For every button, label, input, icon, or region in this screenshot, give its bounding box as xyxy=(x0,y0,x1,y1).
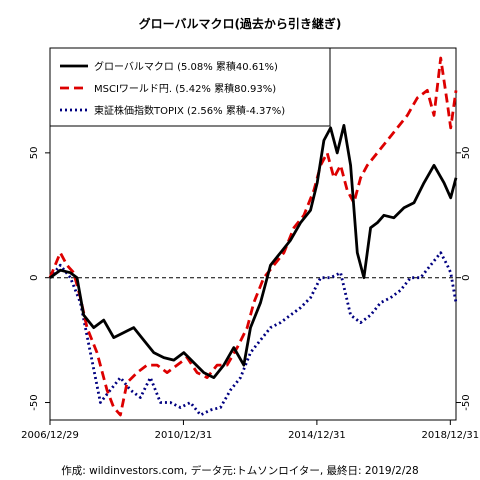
y-tick-label-left: -50 xyxy=(29,394,40,410)
plot-layer xyxy=(48,56,458,417)
x-tick-label: 2010/12/31 xyxy=(155,430,213,441)
y-tick-label-right: 50 xyxy=(461,146,472,159)
y-tick-label-right: -50 xyxy=(461,394,472,410)
series-line-0 xyxy=(49,124,458,380)
legend-label-2: 東証株価指数TOPIX (2.56% 累積-4.37%) xyxy=(94,104,285,117)
legend-box xyxy=(49,47,331,127)
legend-label-1: MSCIワールド円. (5.42% 累積80.93%) xyxy=(94,82,276,95)
x-tick-label: 2006/12/29 xyxy=(21,430,79,441)
y-tick-label-right: 0 xyxy=(461,275,472,281)
x-tick-label: 2018/12/31 xyxy=(422,430,480,441)
y-tick-label-left: 0 xyxy=(29,275,40,281)
x-tick-label: 2014/12/31 xyxy=(288,430,346,441)
legend: グローバルマクロ (5.08% 累積40.61%) MSCIワールド円. (5.4… xyxy=(49,47,331,127)
legend-label-0: グローバルマクロ (5.08% 累積40.61%) xyxy=(94,60,278,73)
chart-footer: 作成: wildinvestors.com, データ元:トムソンロイター, 最終… xyxy=(61,464,418,477)
chart-title: グローバルマクロ(過去から引き継ぎ) xyxy=(139,16,342,31)
y-tick-label-left: 50 xyxy=(29,146,40,159)
